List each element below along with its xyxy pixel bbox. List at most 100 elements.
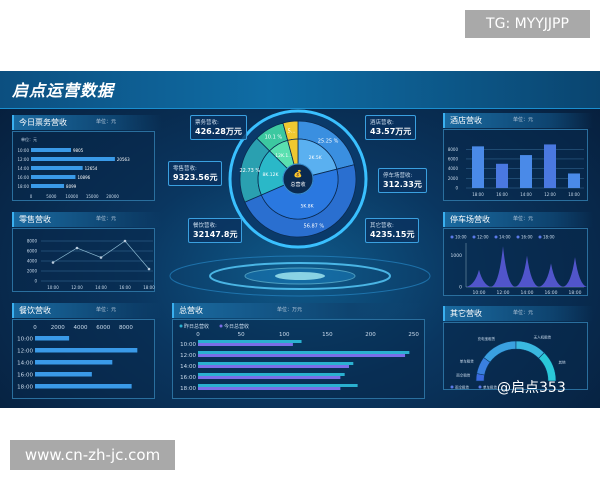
watermark: @启点353 (497, 380, 566, 396)
stat-label: 餐饮营收: (193, 223, 217, 229)
legend-label: 昨日总营收 (184, 323, 209, 330)
legend-label: 雨伞租赁 (455, 385, 469, 390)
bar (31, 148, 72, 152)
stat-label: 票务营收: (195, 120, 219, 126)
top-tag: TG: MYYJJPP (465, 10, 590, 38)
tick-label: 8000 (119, 325, 133, 331)
tick-label: 6000 (96, 325, 110, 331)
tick-label: 200 (365, 332, 376, 338)
unit-label: 单位：万元 (277, 307, 303, 313)
total-chart: 0 50 100 150 200 250 10:00 12:00 14:00 16:00 18:00… (172, 319, 425, 399)
data-point (75, 246, 79, 250)
category-label: 10:00 (568, 192, 580, 197)
segment-label: 其他 (558, 359, 565, 364)
category-label: 14:00 (521, 290, 534, 296)
bar (35, 384, 132, 389)
tick-label: 20000 (106, 194, 119, 199)
money-bag-icon: 💰 (294, 169, 303, 178)
pie-label: 22.73 % (240, 168, 261, 174)
pie-label: 56.87 % (304, 223, 325, 229)
category-label: 10:00 (47, 285, 59, 290)
bar (35, 372, 92, 377)
stat-card: 餐饮营收: 32147.8元 (188, 218, 243, 243)
bar (35, 360, 113, 365)
segment-label: 无人机租赁 (534, 335, 552, 340)
bar (472, 146, 484, 188)
area-series (466, 246, 587, 287)
bar (198, 354, 406, 357)
unit-label: 单位：元 (96, 119, 117, 125)
bar (198, 362, 354, 365)
tick-label: 8000 (448, 147, 459, 152)
bar (31, 157, 115, 161)
bar (198, 343, 293, 346)
stat-value: 426.28万元 (195, 127, 242, 136)
panel-header-other: 其它营收 单位：元 (443, 306, 593, 321)
platform-rings (169, 255, 431, 297)
category-label: 18:00 (143, 285, 155, 290)
legend-label: 12:00 (477, 235, 489, 240)
pie-inner-label: 8K.12K (263, 172, 280, 178)
bottom-tag: www.cn-zh-jc.com (10, 440, 175, 470)
legend-label: 18:00 (543, 235, 555, 240)
catering-chart: 0 2000 4000 6000 8000 10:00 12:00 14:00 16:00 18:… (12, 319, 155, 399)
stat-value: 32147.8元 (193, 230, 238, 239)
category-label: 10:00 (17, 337, 33, 343)
stat-value: 43.57万元 (370, 127, 412, 136)
category-label: 14:00 (520, 192, 532, 197)
category-label: 14:00 (17, 166, 29, 171)
stat-label: 酒店营收: (370, 120, 394, 126)
data-point (147, 267, 151, 271)
tick-label: 1000 (451, 253, 463, 259)
legend-marker (179, 324, 183, 328)
pie-label: 25.25 % (318, 138, 339, 144)
stat-card: 零售营收: 9323.56元 (168, 161, 223, 186)
tick-label: 100 (279, 332, 290, 338)
tick-label: 0 (196, 332, 200, 338)
ticket-chart: 0 5000 10000 15000 20000 10:00 9805 12:00 20563 1… (12, 131, 155, 201)
category-label: 14:00 (17, 361, 33, 367)
stat-label: 停车场营收: (383, 173, 413, 179)
stat-label: 其它营收: (370, 223, 394, 229)
unit-label: 单位：元 (96, 307, 117, 313)
series-line (52, 240, 150, 270)
data-label: 12654 (85, 166, 98, 171)
stat-value: 9323.56元 (173, 173, 218, 182)
data-label: 20563 (117, 157, 130, 162)
bar (198, 373, 345, 376)
stat-card: 停车场营收: 312.33元 (378, 168, 427, 193)
segment-label: 雨伞租赁 (456, 373, 470, 378)
revenue-pie: 25.25 % 2K.5K 56.87 % 5K.8K 22.73 %8K.12K 10.… (228, 109, 368, 249)
tick-label: 2000 (448, 176, 459, 181)
category-label: 16:00 (180, 375, 196, 381)
stat-card: 票务营收: 426.28万元 (190, 115, 247, 140)
category-label: 16:00 (17, 175, 29, 180)
tick-label: 2000 (27, 269, 38, 274)
category-label: 18:00 (180, 386, 196, 392)
legend-label: 14:00 (499, 235, 511, 240)
stat-value: 312.33元 (383, 180, 422, 189)
bar (198, 376, 341, 379)
retail-chart: 0 2000 4000 6000 8000 10:00 12:00 14:00 16:00 18:… (12, 228, 155, 292)
pie-label: 10.1 % (265, 135, 283, 141)
tick-label: 6000 (27, 249, 38, 254)
bar (198, 340, 302, 343)
tick-label: 250 (408, 332, 419, 338)
hotel-chart: 0 2000 4000 6000 8000 18:00 16:00 14:00 12:00 10:… (443, 129, 588, 201)
bar (198, 387, 341, 390)
bar (568, 173, 580, 188)
panel-header-total: 总营收 单位：万元 (172, 303, 425, 318)
panel-header-hotel: 酒店营收 单位：元 (443, 113, 593, 128)
legend-marker (450, 235, 454, 239)
top-bar: 启点运营数据 (0, 71, 600, 109)
bar (198, 365, 349, 368)
category-label: 18:00 (472, 192, 484, 197)
legend-label: 单车租赁 (483, 385, 497, 390)
stat-label: 零售营收: (173, 166, 197, 172)
panel-header-parking: 停车场营收 单位：元 (443, 212, 593, 227)
legend-label: 今日总营收 (224, 323, 249, 330)
tick-label: 0 (459, 285, 462, 291)
category-label: 12:00 (180, 353, 196, 359)
pie-inner-label: 12K.1... (275, 153, 292, 159)
stat-value: 4235.15元 (370, 230, 415, 239)
